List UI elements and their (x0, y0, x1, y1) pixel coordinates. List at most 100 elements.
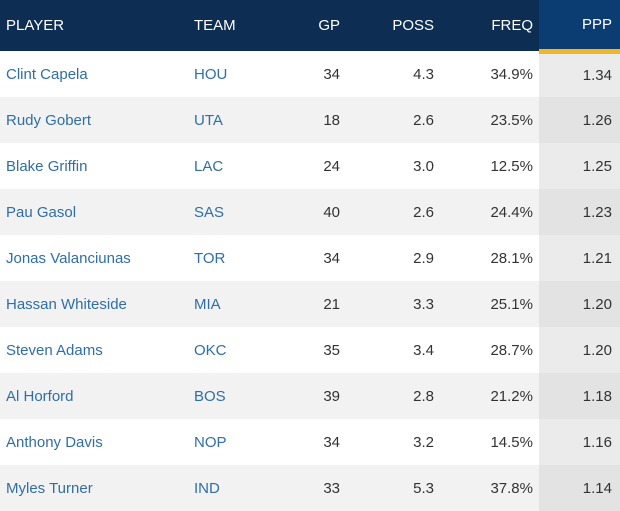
cell-ppp: 1.16 (539, 419, 620, 465)
cell-gp: 35 (280, 327, 346, 373)
cell-poss: 4.3 (346, 51, 440, 97)
cell-poss: 5.3 (413, 479, 434, 497)
cell-freq: 34.9% (440, 51, 539, 97)
cell-ppp: 1.21 (582, 249, 612, 267)
column-header-freq-label: FREQ (491, 17, 533, 34)
cell-freq: 21.2% (490, 387, 533, 405)
cell-team: TOR (190, 235, 280, 281)
column-header-player-label: PLAYER (6, 17, 65, 34)
cell-freq: 21.2% (440, 373, 539, 419)
cell-freq: 25.1% (490, 295, 533, 313)
cell-poss: 2.6 (413, 203, 434, 221)
cell-ppp: 1.18 (539, 373, 620, 419)
cell-freq: 28.7% (440, 327, 539, 373)
table-row: Clint Capela HOU 34 4.3 34.9% 1.34 (0, 51, 620, 97)
column-header-ppp-sorted[interactable]: PPP (539, 0, 620, 54)
cell-gp: 18 (280, 97, 346, 143)
cell-ppp: 1.21 (539, 235, 620, 281)
cell-team: NOP (190, 419, 280, 465)
team-abbr-link[interactable]: IND (194, 479, 220, 497)
cell-gp: 34 (323, 65, 340, 83)
cell-poss: 2.9 (346, 235, 440, 281)
cell-team: LAC (190, 143, 280, 189)
player-name-link[interactable]: Hassan Whiteside (6, 295, 127, 313)
cell-gp: 24 (323, 157, 340, 175)
cell-poss: 4.3 (413, 65, 434, 83)
player-name-link[interactable]: Jonas Valanciunas (6, 249, 131, 267)
cell-gp: 34 (323, 249, 340, 267)
column-header-team[interactable]: TEAM (190, 0, 280, 51)
cell-poss: 2.8 (346, 373, 440, 419)
cell-ppp: 1.18 (582, 387, 612, 405)
cell-poss: 3.2 (413, 433, 434, 451)
player-name-link[interactable]: Al Horford (6, 387, 74, 405)
cell-ppp: 1.25 (582, 157, 612, 175)
player-name-link[interactable]: Clint Capela (6, 65, 88, 83)
cell-team: SAS (190, 189, 280, 235)
table-row: Myles Turner IND 33 5.3 37.8% 1.14 (0, 465, 620, 511)
column-header-freq[interactable]: FREQ (440, 0, 539, 51)
team-abbr-link[interactable]: NOP (194, 433, 227, 451)
cell-poss: 3.2 (346, 419, 440, 465)
column-header-player[interactable]: PLAYER (0, 0, 190, 51)
team-abbr-link[interactable]: TOR (194, 249, 226, 267)
column-header-ppp-label: PPP (581, 15, 612, 33)
table-body: Clint Capela HOU 34 4.3 34.9% 1.34 Rudy Gobert… (0, 51, 620, 511)
table-header: PLAYER TEAM GP POSS FREQ PPP (0, 0, 620, 54)
table-row: Anthony Davis NOP 34 3.2 14.5% 1.16 (0, 419, 620, 465)
table-row: Jonas Valanciunas TOR 34 2.9 28.1% 1.21 (0, 235, 620, 281)
player-name-link[interactable]: Steven Adams (6, 341, 103, 359)
cell-poss: 3.3 (413, 295, 434, 313)
cell-gp: 39 (280, 373, 346, 419)
team-abbr-link[interactable]: OKC (194, 341, 227, 359)
team-abbr-link[interactable]: LAC (194, 157, 224, 175)
cell-player: Blake Griffin (0, 143, 190, 189)
cell-player: Pau Gasol (0, 189, 190, 235)
team-abbr-link[interactable]: SAS (194, 203, 225, 221)
cell-ppp: 1.23 (582, 203, 612, 221)
cell-freq: 28.1% (490, 249, 533, 267)
column-header-gp-label: GP (318, 17, 340, 34)
team-abbr-link[interactable]: BOS (194, 387, 226, 405)
team-abbr-link[interactable]: HOU (194, 65, 228, 83)
cell-poss: 2.8 (413, 387, 434, 405)
cell-gp: 34 (280, 51, 346, 97)
cell-player: Clint Capela (0, 51, 190, 97)
table-row: Steven Adams OKC 35 3.4 28.7% 1.20 (0, 327, 620, 373)
cell-gp: 39 (323, 387, 340, 405)
cell-poss: 2.9 (413, 249, 434, 267)
cell-ppp: 1.23 (539, 189, 620, 235)
player-name-link[interactable]: Myles Turner (6, 479, 93, 497)
cell-poss: 3.0 (413, 157, 434, 175)
team-abbr-link[interactable]: UTA (194, 111, 223, 129)
cell-gp: 33 (323, 479, 340, 497)
cell-player: Hassan Whiteside (0, 281, 190, 327)
cell-ppp: 1.25 (539, 143, 620, 189)
column-header-poss-label: POSS (392, 17, 434, 34)
cell-gp: 21 (280, 281, 346, 327)
table-row: Al Horford BOS 39 2.8 21.2% 1.18 (0, 373, 620, 419)
player-name-link[interactable]: Rudy Gobert (6, 111, 92, 129)
cell-player: Myles Turner (0, 465, 190, 511)
column-header-gp[interactable]: GP (280, 0, 346, 51)
cell-freq: 25.1% (440, 281, 539, 327)
cell-freq: 14.5% (490, 433, 533, 451)
cell-gp: 35 (323, 341, 340, 359)
table-row: Pau Gasol SAS 40 2.6 24.4% 1.23 (0, 189, 620, 235)
cell-player: Anthony Davis (0, 419, 190, 465)
cell-poss: 3.3 (346, 281, 440, 327)
team-abbr-link[interactable]: MIA (194, 295, 221, 313)
cell-poss: 5.3 (346, 465, 440, 511)
player-name-link[interactable]: Blake Griffin (6, 157, 88, 175)
cell-freq: 12.5% (440, 143, 539, 189)
column-header-poss[interactable]: POSS (346, 0, 440, 51)
cell-ppp: 1.26 (539, 97, 620, 143)
cell-gp: 34 (280, 419, 346, 465)
cell-gp: 34 (323, 433, 340, 451)
column-header-team-label: TEAM (194, 17, 236, 34)
player-name-link[interactable]: Pau Gasol (6, 203, 77, 221)
player-name-link[interactable]: Anthony Davis (6, 433, 103, 451)
table-row: Hassan Whiteside MIA 21 3.3 25.1% 1.20 (0, 281, 620, 327)
cell-freq: 12.5% (490, 157, 533, 175)
